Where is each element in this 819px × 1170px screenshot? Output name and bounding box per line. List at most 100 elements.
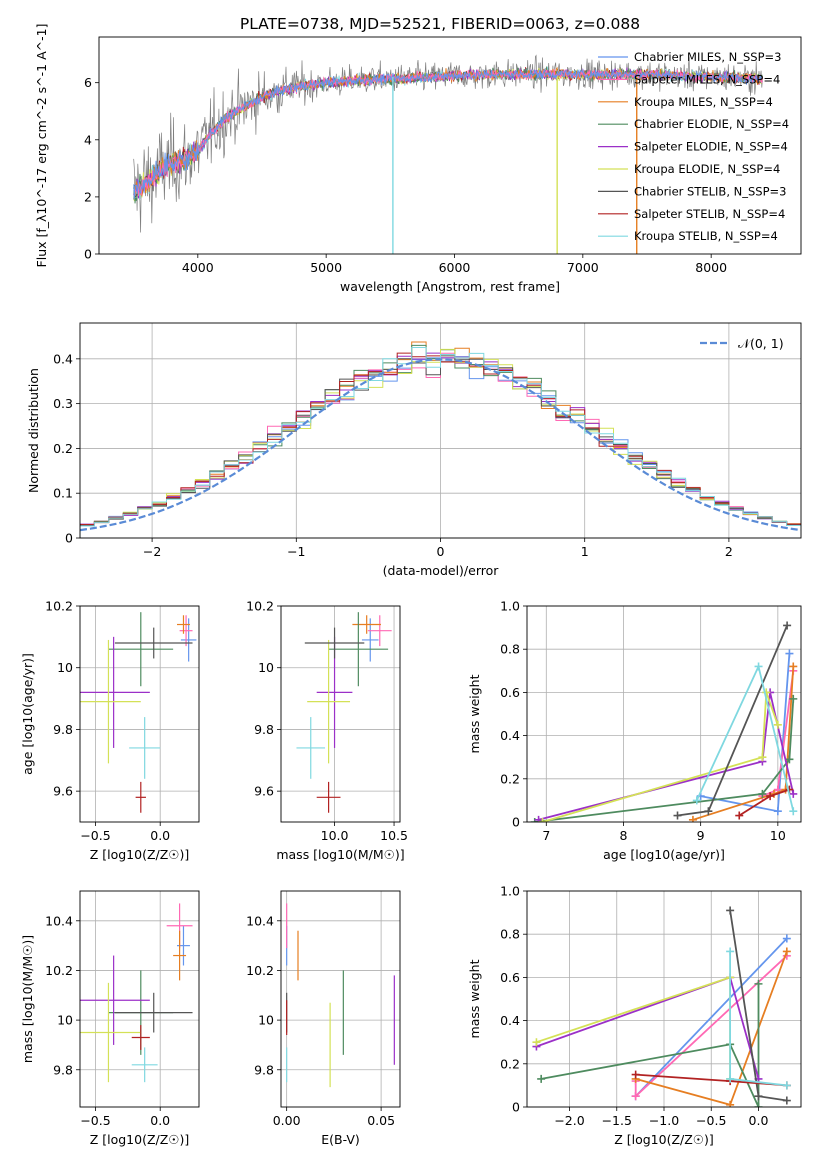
histogram-step-kroupa_stelib bbox=[80, 347, 801, 538]
panel-mass_weight_vs_age: 7 8 9 10 0 0.2 0.4 0.6 0.8 1.0 age [log10(age/yr)]… bbox=[467, 599, 802, 862]
panel-spectrum: 4000 5000 6000 7000 8000 0 2 4 6 wavelength [Angs… bbox=[34, 24, 802, 294]
y-axis-label: mass weight bbox=[467, 959, 482, 1038]
data-point-marker bbox=[773, 807, 782, 816]
axes-frame bbox=[526, 890, 802, 1108]
axes-frame bbox=[79, 890, 200, 1108]
x-tick-label: 6000 bbox=[439, 260, 471, 275]
legend-label: Chabrier ELODIE, N_SSP=4 bbox=[634, 117, 789, 131]
model-spectrum-line-kroupa_stelib bbox=[133, 66, 763, 200]
y-tick-label: 6 bbox=[84, 75, 92, 90]
y-tick-label: 9.8 bbox=[53, 1062, 73, 1077]
data-point-marker bbox=[538, 818, 547, 822]
x-axis-label: mass [log10(M/M☉)] bbox=[276, 847, 404, 862]
data-point-marker bbox=[789, 789, 798, 798]
data-point-marker bbox=[537, 1074, 546, 1083]
legend-label: Salpeter STELIB, N_SSP=4 bbox=[634, 207, 785, 221]
axes-frame bbox=[280, 605, 401, 823]
y-tick-label: 0.1 bbox=[53, 486, 73, 501]
x-tick-label: −1.0 bbox=[649, 1113, 679, 1128]
legend: 𝒩(0, 1) bbox=[700, 336, 784, 351]
y-tick-label: 0.6 bbox=[500, 685, 520, 700]
y-tick-label: 0.4 bbox=[53, 351, 73, 366]
axes-frame bbox=[98, 36, 802, 255]
y-tick-label: 0.8 bbox=[500, 927, 520, 942]
data-point-marker bbox=[785, 649, 794, 658]
data-point-marker bbox=[782, 934, 791, 943]
axes-frame bbox=[526, 605, 802, 823]
legend-label: Kroupa MILES, N_SSP=4 bbox=[634, 95, 773, 109]
axes-frame bbox=[280, 890, 401, 1108]
x-tick-label: 8 bbox=[620, 828, 628, 843]
data-point-marker bbox=[773, 720, 782, 729]
data-point-marker bbox=[789, 694, 798, 703]
x-tick-label: 5000 bbox=[310, 260, 342, 275]
y-tick-label: 10 bbox=[258, 1013, 274, 1028]
y-tick-label: 10 bbox=[57, 660, 73, 675]
x-tick-label: 7000 bbox=[567, 260, 599, 275]
plot-area bbox=[80, 612, 197, 813]
y-axis-label: Normed distribution bbox=[26, 368, 41, 493]
data-point-marker bbox=[754, 662, 763, 671]
x-tick-label: 7 bbox=[542, 828, 550, 843]
x-tick-label: 0 bbox=[437, 544, 445, 559]
y-tick-label: 9.6 bbox=[53, 784, 73, 799]
data-point-marker bbox=[726, 1100, 735, 1107]
x-tick-label: 10.0 bbox=[321, 828, 349, 843]
data-point-marker bbox=[673, 811, 682, 820]
y-axis-label: mass weight bbox=[467, 674, 482, 753]
y-tick-label: 0.2 bbox=[500, 1056, 520, 1071]
model-spectrum-line-chabrier_elodie bbox=[133, 66, 763, 204]
x-tick-label: 9 bbox=[697, 828, 705, 843]
plot-area bbox=[80, 341, 801, 538]
x-tick-label: −1 bbox=[287, 544, 305, 559]
grid bbox=[80, 605, 199, 822]
plot-area bbox=[530, 621, 798, 822]
y-tick-label: 2 bbox=[84, 189, 92, 204]
data-point-marker bbox=[754, 1092, 763, 1101]
y-tick-label: 10.2 bbox=[246, 963, 274, 978]
series-line-chabrier_miles bbox=[700, 653, 791, 813]
legend-label: Chabrier STELIB, N_SSP=3 bbox=[634, 184, 786, 198]
x-tick-label: 4000 bbox=[182, 260, 214, 275]
legend-label: Chabrier MILES, N_SSP=3 bbox=[634, 50, 781, 64]
legend-label: Kroupa ELODIE, N_SSP=4 bbox=[634, 162, 780, 176]
data-point-marker bbox=[631, 1092, 640, 1101]
x-axis-label: age [log10(age/yr)] bbox=[603, 847, 725, 862]
data-point-marker bbox=[704, 807, 713, 816]
axes-frame bbox=[79, 322, 802, 539]
series-line-chabrier_elodie bbox=[534, 698, 795, 822]
plot-area bbox=[80, 903, 193, 1083]
x-tick-label: 2 bbox=[725, 544, 733, 559]
y-tick-label: 9.6 bbox=[254, 784, 274, 799]
x-tick-label: −2.0 bbox=[554, 1113, 584, 1128]
y-tick-label: 10 bbox=[258, 660, 274, 675]
y-tick-label: 0.4 bbox=[500, 728, 520, 743]
panel-residual_histogram: −2 −1 0 1 2 0 0.1 0.2 0.3 0.4 (data-model)/error No… bbox=[26, 322, 802, 578]
grid bbox=[527, 605, 801, 823]
data-point-marker bbox=[782, 1081, 791, 1090]
data-point-marker bbox=[735, 811, 744, 820]
y-tick-label: 10.4 bbox=[45, 913, 73, 928]
data-point-marker bbox=[726, 1074, 735, 1083]
y-tick-label: 10.2 bbox=[45, 963, 73, 978]
y-tick-label: 10.2 bbox=[246, 599, 274, 614]
panel-age_vs_Z: −0.5 0.0 9.6 9.8 10 10.2 Z [log10(Z/Z☉)] age [l… bbox=[20, 599, 200, 862]
data-point-marker bbox=[692, 796, 701, 805]
panel-age_vs_mass: 10.0 10.5 9.6 9.8 10 10.2 mass [log10(M/M☉)] bbox=[246, 599, 408, 863]
y-axis-label: Flux [f_λ10^-17 erg cm^-2 s^-1 A^-1] bbox=[34, 24, 49, 268]
y-tick-label: 0.2 bbox=[500, 771, 520, 786]
plot-area bbox=[286, 903, 395, 1088]
y-tick-label: 0 bbox=[512, 815, 520, 830]
data-point-marker bbox=[532, 1038, 541, 1047]
data-point-marker bbox=[789, 807, 798, 816]
x-axis-label: (data-model)/error bbox=[383, 563, 500, 578]
data-point-marker bbox=[782, 947, 791, 956]
model-spectrum-line-salpeter_stelib bbox=[133, 67, 763, 198]
legend-label: 𝒩(0, 1) bbox=[738, 336, 784, 351]
y-tick-label: 10 bbox=[57, 1013, 73, 1028]
plot-area bbox=[532, 906, 791, 1107]
y-tick-label: 9.8 bbox=[53, 722, 73, 737]
data-point-marker bbox=[766, 792, 775, 801]
data-point-marker bbox=[785, 755, 794, 764]
